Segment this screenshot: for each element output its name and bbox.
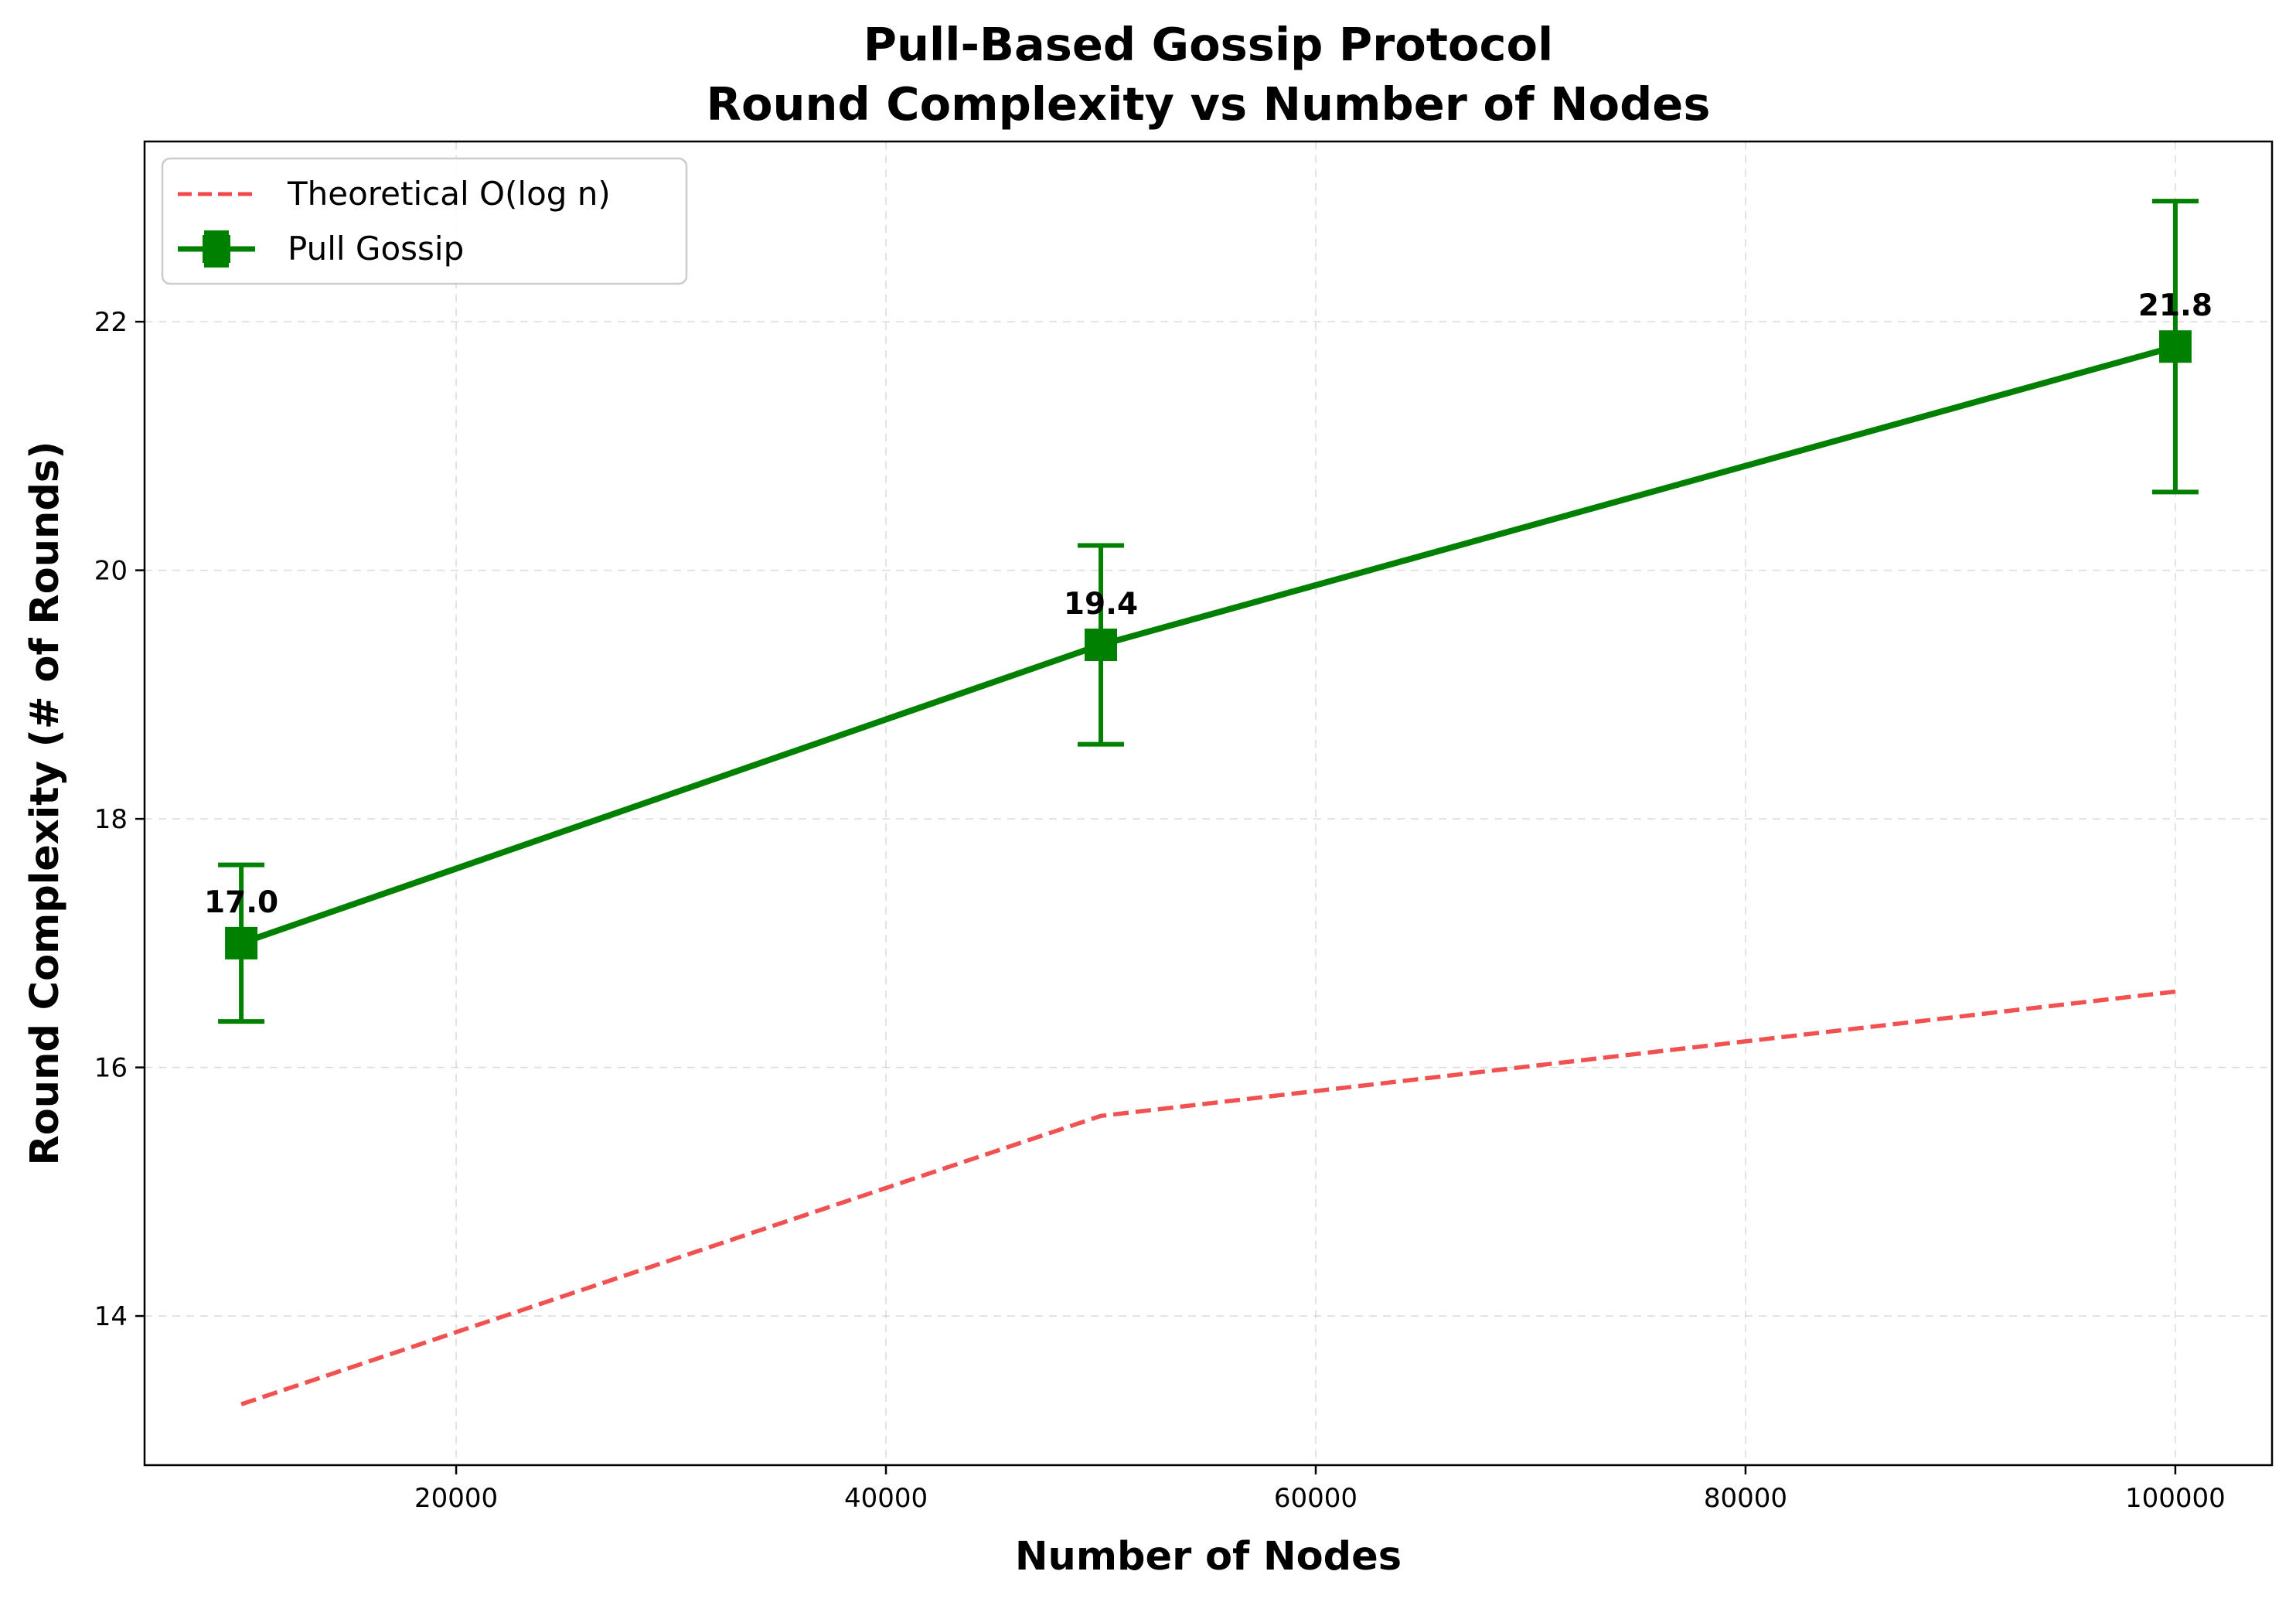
y-tick-label: 18 [94, 804, 128, 835]
x-axis-label: Number of Nodes [1015, 1534, 1402, 1580]
pull-gossip-marker [225, 926, 258, 959]
pull-gossip-data-label: 17.0 [204, 885, 278, 920]
ticks: 20000 40000 60000 80000 100000 14 16 18 20 22 [94, 307, 2226, 1514]
chart-subtitle: Round Complexity vs Number of Nodes [707, 77, 1711, 131]
x-tick-label: 80000 [1704, 1483, 1787, 1514]
pull-gossip-marker [2158, 330, 2192, 363]
y-axis-label: Round Complexity (# of Rounds) [22, 441, 68, 1165]
x-tick-label: 100000 [2125, 1483, 2226, 1514]
theoretical-line [240, 989, 2176, 1406]
legend: Theoretical O(log n) Pull Gossip [161, 157, 688, 285]
x-tick-label: 40000 [844, 1483, 928, 1514]
y-tick-label: 20 [94, 556, 128, 587]
legend-pull-gossip-marker [203, 235, 230, 263]
legend-frame [161, 157, 688, 285]
pull-gossip-data-label: 21.8 [2138, 288, 2213, 323]
legend-theoretical-label: Theoretical O(log n) [287, 175, 611, 213]
series-layer: 17.0 19.4 21.8 [204, 199, 2213, 1406]
pull-gossip-data-label: 19.4 [1064, 587, 1138, 622]
plot-frame [143, 140, 2274, 1467]
y-tick-label: 22 [94, 307, 128, 338]
x-tick-label: 20000 [414, 1483, 498, 1514]
grid [145, 141, 2272, 1465]
chart-title: Pull-Based Gossip Protocol [864, 18, 1553, 71]
y-tick-label: 14 [94, 1301, 128, 1332]
x-tick-label: 60000 [1274, 1483, 1358, 1514]
legend-pull-gossip-label: Pull Gossip [288, 230, 464, 268]
y-tick-label: 16 [94, 1053, 128, 1084]
pull-gossip-marker [1085, 629, 1118, 662]
